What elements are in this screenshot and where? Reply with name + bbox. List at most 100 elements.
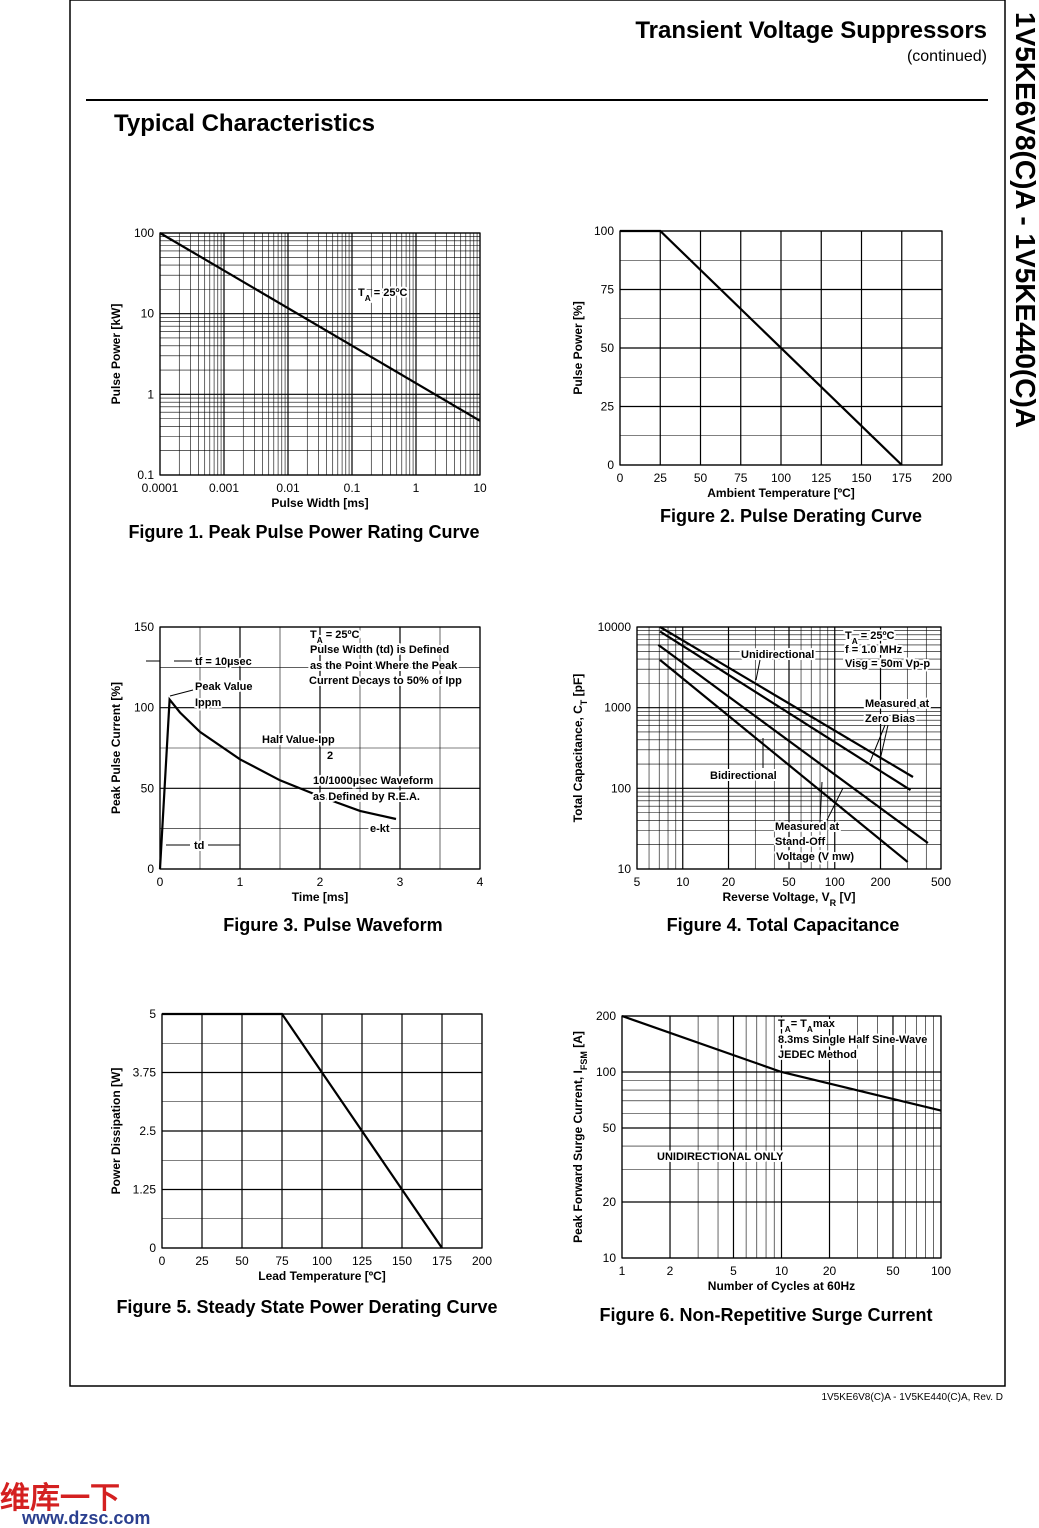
x-tick-label: 200 <box>472 1254 492 1268</box>
y-tick-label: 1000 <box>604 701 631 715</box>
x-tick-label: 2 <box>317 875 324 889</box>
annotation: Pulse Width (td) is Defined <box>310 644 449 656</box>
plot-frame <box>636 626 942 870</box>
annotation-part: max <box>813 1018 836 1030</box>
y-tick-label: 100 <box>611 781 631 795</box>
y-tick-label: 0 <box>147 862 154 876</box>
y-tick-label: 5 <box>149 1007 156 1021</box>
x-tick-label: 75 <box>734 471 748 485</box>
x-tick-label: 3 <box>397 875 404 889</box>
y-tick-label: 2.5 <box>139 1124 156 1138</box>
x-tick-label: 175 <box>432 1254 452 1268</box>
annotation: 2 <box>327 750 333 762</box>
annotation: UNIDIRECTIONAL ONLY <box>657 1151 784 1163</box>
x-tick-label: 100 <box>312 1254 332 1268</box>
y-axis-label: Power Dissipation [W] <box>109 1068 123 1195</box>
annotation: e-kt <box>370 823 390 835</box>
x-tick-label: 200 <box>870 875 890 889</box>
x-tick-label: 150 <box>851 471 871 485</box>
annotation-part: T <box>845 630 852 642</box>
y-tick-label: 50 <box>141 781 155 795</box>
data-line <box>162 1012 443 1249</box>
y-tick-label: 50 <box>601 341 615 355</box>
side-title: 1V5KE6V8(C)A - 1V5KE440(C)A <box>1010 12 1039 428</box>
y-axis-label-part: Total Capacitance, C <box>571 705 585 822</box>
x-axis-label: Reverse Voltage, VR [V] <box>722 890 855 908</box>
x-tick-label: 1 <box>619 1264 626 1278</box>
y-tick-label: 0 <box>607 458 614 472</box>
plot-frame <box>159 232 481 476</box>
y-tick-label: 100 <box>596 1065 616 1079</box>
annotation: tf = 10µsec <box>195 656 252 668</box>
y-tick-label: 25 <box>601 400 615 414</box>
annotation: td <box>194 840 204 852</box>
x-tick-label: 25 <box>654 471 668 485</box>
annotation: Measured at <box>865 698 930 710</box>
data-line <box>158 696 397 870</box>
annotation-part: A <box>785 1025 791 1034</box>
watermark-url: www.dzsc.com <box>21 1508 150 1528</box>
header-subtitle: (continued) <box>907 48 987 65</box>
figure-caption: Figure 4. Total Capacitance <box>667 915 900 935</box>
y-tick-label: 10 <box>141 307 155 321</box>
arrow <box>879 724 889 761</box>
y-tick-label: 3.75 <box>133 1066 157 1080</box>
x-axis-label: Number of Cycles at 60Hz <box>708 1279 855 1293</box>
plot-frame <box>161 1013 483 1249</box>
annotation-part: = 25ºC <box>371 287 408 299</box>
plot-frame <box>621 1015 942 1259</box>
annotation: Bidirectional <box>710 770 777 782</box>
y-tick-label: 0.1 <box>137 468 154 482</box>
x-tick-label: 20 <box>722 875 736 889</box>
figure-caption: Figure 2. Pulse Derating Curve <box>660 506 922 526</box>
data-line <box>659 626 914 778</box>
x-axis-label: Ambient Temperature [ºC] <box>707 486 855 500</box>
annotation-part: A <box>852 637 858 646</box>
annotation-part: T <box>310 629 317 641</box>
watermark-text: 维库一下 <box>0 1482 120 1515</box>
figure-caption: Figure 5. Steady State Power Derating Cu… <box>116 1297 497 1317</box>
x-tick-label: 1 <box>413 481 420 495</box>
x-axis-label-part: R <box>830 898 837 908</box>
x-tick-label: 500 <box>931 875 951 889</box>
data-line <box>159 232 481 422</box>
annotation-part: T <box>778 1018 785 1030</box>
x-axis-label: Time [ms] <box>292 890 348 904</box>
x-tick-label: 200 <box>932 471 952 485</box>
y-axis-label-part: [pF] <box>571 674 585 700</box>
annotation: TA = 25ºC <box>310 629 359 645</box>
annotation: JEDEC Method <box>778 1049 857 1061</box>
x-tick-label: 0.1 <box>344 481 361 495</box>
annotation: 10/1000µsec Waveform <box>313 775 433 787</box>
figure-caption: Figure 1. Peak Pulse Power Rating Curve <box>128 522 479 542</box>
y-axis-label-part: T <box>579 699 589 705</box>
plot-frame <box>159 626 481 870</box>
y-axis-label: Pulse Power [%] <box>571 301 585 394</box>
y-tick-label: 200 <box>596 1009 616 1023</box>
annotation-part: A <box>317 636 323 645</box>
data-line <box>621 1014 942 1112</box>
y-tick-label: 100 <box>134 701 154 715</box>
arrow <box>755 659 761 681</box>
x-tick-label: 125 <box>352 1254 372 1268</box>
x-tick-label: 50 <box>694 471 708 485</box>
x-axis-label: Pulse Width [ms] <box>271 496 368 510</box>
x-tick-label: 1 <box>237 875 244 889</box>
x-axis-label-part: [V] <box>836 890 855 904</box>
annotation-part: = T <box>791 1018 807 1030</box>
annotation-part: A <box>365 294 371 303</box>
x-tick-label: 100 <box>931 1264 951 1278</box>
annotation: as Defined by R.E.A. <box>313 791 420 803</box>
y-tick-label: 75 <box>601 283 615 297</box>
annotation: Visg = 50m Vp-p <box>845 658 930 670</box>
y-axis-label: Peak Forward Surge Current, IFSM [A] <box>571 1031 589 1243</box>
x-tick-label: 75 <box>275 1254 289 1268</box>
annotation-part: T <box>358 287 365 299</box>
annotation: Voltage (V mw) <box>776 851 854 863</box>
annotation: f = 1.0 MHz <box>845 644 903 656</box>
x-tick-label: 10 <box>775 1264 789 1278</box>
figure-caption: Figure 3. Pulse Waveform <box>223 915 442 935</box>
x-tick-label: 100 <box>825 875 845 889</box>
x-axis-label: Lead Temperature [ºC] <box>258 1269 386 1283</box>
